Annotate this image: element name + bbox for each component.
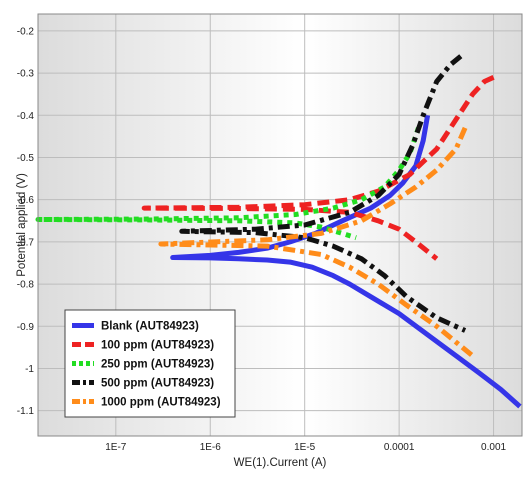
y-tick-label: -0.2: [17, 26, 35, 37]
series-line-1000-ppm-aut84923: [158, 126, 475, 358]
tick-labels: 1E-7 1E-6 1E-5 0.0001 0.001 -0.2 -0.3 -0.4 -0.5 -…: [17, 26, 507, 453]
legend-label: 250 ppm (AUT84923): [101, 359, 214, 371]
legend-label: 500 ppm (AUT84923): [101, 378, 214, 390]
x-tick-label: 1E-5: [294, 442, 316, 453]
grid: [38, 14, 522, 436]
y-tick-label: -0.7: [17, 237, 35, 248]
y-axis-title: Potential applied (V): [16, 173, 28, 277]
x-tick-label: 1E-7: [105, 442, 127, 453]
x-tick-label: 1E-6: [200, 442, 222, 453]
legend: Blank (AUT84923) 100 ppm (AUT84923) 250 pp…: [64, 309, 236, 418]
x-tick-label: 0.0001: [384, 442, 415, 453]
x-tick-label: 0.001: [481, 442, 506, 453]
series-line-blank-aut84923: [170, 114, 522, 409]
legend-label: Blank (AUT84923): [101, 321, 199, 333]
y-tick-label: -0.9: [17, 322, 35, 333]
legend-label: 100 ppm (AUT84923): [101, 340, 214, 352]
series-line-100-ppm-aut84923: [141, 75, 495, 261]
y-tick-label: -0.4: [17, 111, 35, 122]
legend-label: 1000 ppm (AUT84923): [101, 397, 221, 409]
plot-frame: [37, 13, 523, 437]
y-tick-label: -0.3: [17, 69, 35, 80]
y-tick-label: -1.1: [17, 406, 35, 417]
y-tick-label: -1: [25, 364, 34, 375]
y-tick-label: -0.5: [17, 153, 35, 164]
x-axis-title: WE(1).Current (A): [234, 457, 327, 469]
series-line-500-ppm-aut84923: [179, 54, 467, 333]
y-tick-label: -0.8: [17, 280, 35, 291]
y-tick-label: -0.6: [17, 195, 35, 206]
series-layer: [35, 54, 522, 409]
